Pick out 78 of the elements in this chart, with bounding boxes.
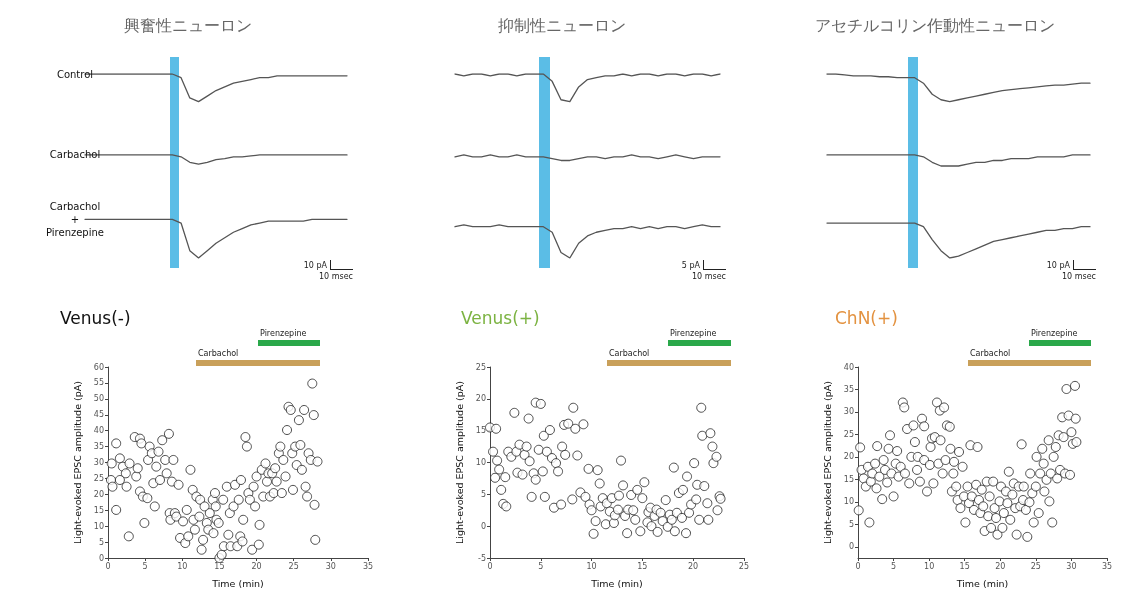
x-tick-label: 10 bbox=[586, 561, 597, 571]
text: 10 msec bbox=[1061, 272, 1096, 281]
y-tick-label: 20 bbox=[843, 452, 854, 462]
y-tick-label: 25 bbox=[93, 473, 104, 483]
y-tick-label: 15 bbox=[93, 505, 104, 515]
y-tick-label: 45 bbox=[93, 410, 104, 420]
x-tick-label: 15 bbox=[959, 561, 970, 571]
y-tick-label: 0 bbox=[848, 542, 854, 552]
y-tick-label: 20 bbox=[93, 489, 104, 499]
text: 10 pA bbox=[1046, 261, 1070, 270]
x-tick-label: 10 bbox=[924, 561, 935, 571]
y-tick-label: 40 bbox=[843, 362, 854, 372]
x-axis-title: Time (min) bbox=[590, 577, 643, 589]
x-tick-label: 5 bbox=[538, 561, 544, 571]
text: Carbachol bbox=[609, 349, 650, 358]
x-tick-label: 0 bbox=[105, 561, 111, 571]
y-axis-title: Light-evoked EPSC amplitude (pA) bbox=[454, 381, 466, 544]
y-tick-label: 15 bbox=[843, 474, 854, 484]
y-tick-label: 40 bbox=[93, 426, 104, 436]
y-axis-title: Light-evoked EPSC amplitude (pA) bbox=[72, 381, 84, 544]
x-tick-label: 0 bbox=[855, 561, 861, 571]
x-tick-label: 0 bbox=[487, 561, 493, 571]
x-tick-label: 15 bbox=[637, 561, 648, 571]
text: Carbachol bbox=[970, 349, 1011, 358]
y-tick-label: 30 bbox=[93, 458, 104, 467]
y-tick-label: 10 bbox=[843, 497, 854, 507]
x-axis-title: Time (min) bbox=[955, 577, 1009, 589]
x-tick-label: 30 bbox=[325, 561, 336, 571]
x-tick-label: 25 bbox=[738, 561, 749, 571]
text: 10 msec bbox=[691, 272, 726, 281]
y-tick-label: 20 bbox=[475, 394, 486, 404]
y-tick-label: 35 bbox=[843, 384, 854, 394]
chart-title: 興奮性ニューロン bbox=[123, 15, 252, 35]
text: Pirenzepine bbox=[260, 329, 307, 338]
x-tick-label: 30 bbox=[1066, 561, 1077, 571]
y-tick-label: -5 bbox=[478, 553, 486, 563]
y-tick-label: 15 bbox=[475, 426, 486, 436]
y-tick-label: 5 bbox=[98, 537, 104, 547]
text: Pirenzepine bbox=[1031, 329, 1078, 338]
y-tick-label: 35 bbox=[93, 442, 104, 452]
chart-title: 抑制性ニューロン bbox=[497, 15, 626, 35]
y-tick-label: 5 bbox=[480, 489, 486, 499]
x-tick-label: 25 bbox=[288, 561, 299, 571]
text: Carbachol bbox=[198, 349, 239, 358]
x-tick-label: 35 bbox=[1101, 561, 1113, 571]
text: 10 msec bbox=[318, 272, 353, 281]
y-tick-label: 10 bbox=[475, 458, 486, 467]
y-tick-label: 0 bbox=[98, 553, 104, 563]
y-axis-title: Light-evoked EPSC amplitude (pA) bbox=[822, 381, 834, 544]
x-tick-label: 35 bbox=[362, 561, 374, 571]
x-tick-label: 10 bbox=[177, 561, 188, 571]
y-tick-label: 10 bbox=[93, 521, 104, 531]
chart-title: Venus(-) bbox=[60, 307, 131, 328]
x-tick-label: 20 bbox=[995, 561, 1006, 571]
chart-title: Venus(+) bbox=[461, 307, 540, 328]
x-tick-label: 20 bbox=[688, 561, 699, 571]
series-label: Carbachol bbox=[49, 149, 101, 161]
x-tick-label: 15 bbox=[214, 561, 225, 571]
text: 10 pA bbox=[303, 261, 327, 270]
series-label: Carbachol + Pirenzepine bbox=[46, 200, 104, 238]
y-tick-label: 25 bbox=[843, 429, 854, 439]
y-tick-label: 55 bbox=[93, 378, 104, 388]
y-tick-label: 5 bbox=[848, 519, 854, 529]
y-tick-label: 60 bbox=[93, 362, 104, 372]
y-tick-label: 30 bbox=[843, 407, 854, 417]
text: Pirenzepine bbox=[670, 329, 717, 338]
y-tick-label: 0 bbox=[480, 521, 486, 531]
x-axis-title: Time (min) bbox=[211, 577, 264, 589]
y-tick-label: 50 bbox=[93, 394, 104, 404]
x-tick-label: 25 bbox=[1030, 561, 1041, 571]
text: 5 pA bbox=[681, 261, 700, 270]
chart-title: ChN(+) bbox=[835, 307, 898, 328]
chart-title: アセチルコリン作動性ニューロン bbox=[814, 15, 1055, 35]
x-tick-label: 5 bbox=[891, 561, 897, 571]
x-tick-label: 20 bbox=[251, 561, 262, 571]
x-tick-label: 5 bbox=[142, 561, 148, 571]
series-label: Control bbox=[56, 68, 94, 80]
y-tick-label: 25 bbox=[475, 362, 486, 372]
